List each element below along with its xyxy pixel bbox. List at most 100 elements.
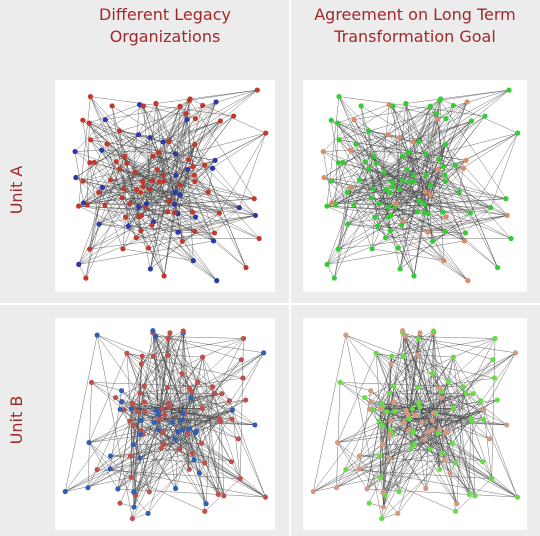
edge [458, 191, 498, 268]
node [333, 485, 340, 491]
edge [141, 215, 165, 276]
edge [338, 232, 466, 250]
edge [340, 382, 371, 391]
edge [82, 101, 217, 182]
edge [405, 336, 431, 450]
edge [371, 197, 396, 207]
node [463, 157, 469, 163]
edge [159, 181, 194, 261]
edge [128, 216, 196, 227]
edge [87, 409, 124, 488]
node [254, 87, 260, 93]
node [423, 485, 429, 492]
node [240, 335, 247, 342]
node [515, 130, 521, 136]
edge [425, 132, 518, 193]
edge [208, 191, 247, 268]
edge [392, 181, 471, 214]
node [422, 189, 428, 195]
edge [412, 432, 451, 474]
edge [370, 401, 400, 492]
edge [155, 336, 181, 450]
node [202, 162, 208, 168]
node [343, 467, 349, 473]
node [335, 246, 341, 252]
edge [412, 393, 473, 409]
node [142, 408, 148, 415]
edge [393, 386, 415, 445]
edge [432, 359, 494, 430]
edge [168, 141, 214, 242]
column-header: Transformation Goal [333, 27, 496, 46]
node [400, 353, 406, 359]
edge [491, 338, 496, 479]
node [368, 388, 374, 394]
edge [110, 179, 142, 231]
edge [194, 174, 209, 193]
edge [323, 151, 429, 233]
node [380, 489, 386, 495]
node [368, 399, 374, 405]
node [140, 179, 146, 185]
node [371, 153, 377, 159]
node [356, 177, 363, 183]
panel [55, 80, 275, 292]
node [86, 439, 92, 446]
node [351, 117, 357, 123]
edge [411, 447, 483, 462]
node [196, 470, 202, 476]
edge [445, 144, 508, 216]
edge [405, 336, 441, 389]
node [160, 139, 166, 145]
node [102, 117, 108, 123]
node [238, 357, 244, 363]
node [80, 200, 87, 206]
node [472, 493, 478, 499]
node [149, 177, 156, 184]
edge [129, 113, 187, 204]
node [408, 445, 414, 451]
edge [433, 330, 476, 496]
edge [393, 386, 414, 434]
edge [470, 132, 518, 214]
node [422, 436, 428, 442]
node [133, 186, 140, 192]
node [186, 466, 192, 472]
edge [89, 123, 139, 208]
node [199, 405, 205, 411]
edge [430, 106, 498, 268]
edge [345, 334, 404, 357]
node [366, 500, 372, 506]
node [440, 450, 446, 456]
node [186, 426, 192, 432]
node [119, 399, 125, 405]
node [219, 391, 225, 397]
node [130, 423, 136, 429]
node [437, 426, 443, 432]
panel [303, 80, 527, 292]
edge [133, 400, 230, 493]
edge [220, 421, 225, 496]
edge [385, 215, 508, 238]
edge [388, 104, 512, 239]
node [427, 192, 433, 198]
node [385, 132, 391, 138]
node [504, 212, 510, 219]
edge [157, 169, 240, 208]
edge [142, 181, 220, 214]
edge [430, 184, 444, 213]
node [442, 178, 449, 185]
edge [359, 179, 391, 231]
edge [395, 106, 431, 204]
edge [339, 139, 467, 161]
node [379, 515, 385, 522]
node [153, 333, 159, 339]
node [417, 198, 423, 205]
edge [409, 356, 454, 419]
edge [429, 421, 473, 450]
edge [337, 442, 398, 514]
node [436, 157, 442, 163]
edge [419, 159, 440, 202]
edge [381, 382, 449, 519]
edge [480, 400, 518, 498]
